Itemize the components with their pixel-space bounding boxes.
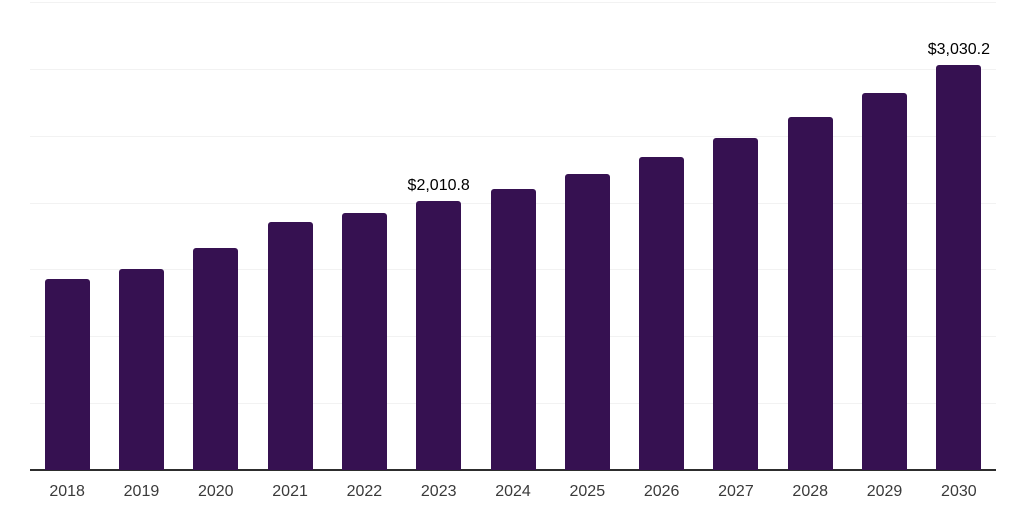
plot-area: $2,010.8 $3,030.2 (30, 2, 996, 471)
x-tick-2030: 2030 (941, 483, 977, 500)
gridline-3000 (30, 68, 996, 70)
gridline-2500 (30, 135, 996, 137)
x-tick-2029: 2029 (866, 483, 903, 500)
bar-2023 (416, 201, 462, 470)
bar-2025 (564, 173, 610, 470)
bar-2022 (341, 212, 387, 470)
bar-2027 (713, 138, 759, 470)
bar-2030 (936, 64, 982, 470)
x-tick-2018: 2018 (49, 483, 85, 500)
value-label-2030: $3,030.2 (927, 40, 990, 58)
bar-2021 (267, 221, 313, 470)
x-tick-2023: 2023 (420, 483, 457, 500)
gridline-3500 (30, 2, 996, 3)
bar-2028 (787, 117, 833, 470)
value-label-2023: $2,010.8 (407, 177, 470, 195)
x-tick-2024: 2024 (495, 483, 531, 500)
x-tick-2025: 2025 (569, 483, 606, 500)
x-tick-2020: 2020 (197, 483, 234, 500)
x-axis-line (30, 469, 996, 471)
x-tick-2028: 2028 (792, 483, 829, 500)
x-tick-2021: 2021 (272, 483, 308, 500)
x-tick-2027: 2027 (718, 483, 754, 500)
bar-2020 (193, 248, 239, 470)
x-tick-2022: 2022 (346, 483, 383, 500)
bar-2029 (862, 92, 908, 470)
bar-2026 (639, 156, 685, 470)
x-tick-2019: 2019 (123, 483, 160, 500)
bar-2024 (490, 189, 536, 470)
bar-2018 (44, 278, 90, 470)
x-tick-2026: 2026 (643, 483, 680, 500)
bar-2019 (118, 269, 164, 470)
